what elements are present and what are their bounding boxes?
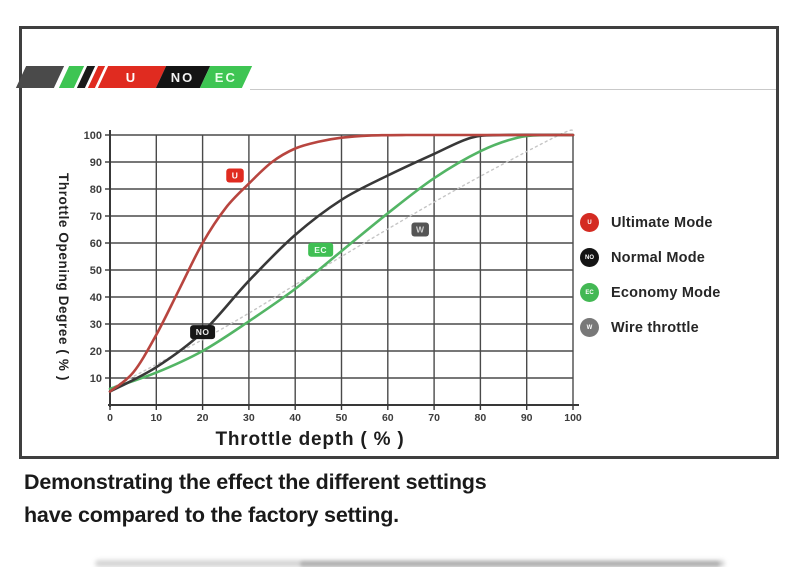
caption: Demonstrating the effect the different s…: [24, 466, 487, 532]
ultimate-mode-dot-icon: U: [580, 213, 599, 232]
dot-letter: W: [586, 324, 593, 331]
wire-throttle-dot-icon: W: [580, 318, 599, 337]
dot-letter: U: [587, 219, 592, 226]
y-axis-title: Throttle Opening Degree ( % ): [56, 173, 71, 381]
legend-item-economy: EC Economy Mode: [580, 275, 721, 310]
badge-u: [226, 168, 244, 183]
x-tick-label: 50: [336, 412, 348, 424]
y-tick-label: 20: [90, 346, 102, 358]
badge-ec: [308, 242, 334, 257]
y-tick-label: 100: [84, 130, 102, 142]
economy-mode-dot-icon: EC: [580, 283, 599, 302]
y-tick-label: 30: [90, 319, 102, 331]
y-tick-label: 70: [90, 211, 102, 223]
y-tick-label: 50: [90, 265, 102, 277]
legend-item-normal: NO Normal Mode: [580, 240, 721, 275]
x-tick-label: 90: [521, 412, 533, 424]
x-tick-label: 80: [475, 412, 487, 424]
badge-no: [190, 325, 216, 340]
x-tick-label: 60: [382, 412, 394, 424]
legend-label: Economy Mode: [611, 284, 721, 301]
curve-economy-mode: [108, 133, 575, 391]
badge-label: EC: [314, 245, 327, 255]
curve-wire-throttle: [109, 129, 574, 390]
x-tick-label: 0: [107, 412, 113, 424]
badge-label: W: [416, 225, 425, 235]
x-tick-label: 30: [243, 412, 255, 424]
legend: U Ultimate Mode NO Normal Mode EC Econom…: [580, 205, 721, 345]
legend-item-ultimate: U Ultimate Mode: [580, 205, 721, 240]
x-tick-label: 10: [150, 412, 162, 424]
y-tick-label: 80: [90, 184, 102, 196]
badge-label: U: [232, 171, 239, 181]
y-tick-label: 10: [90, 373, 102, 385]
dot-letter: EC: [585, 289, 594, 296]
next-image-edge: [95, 560, 725, 567]
legend-item-wire: W Wire throttle: [580, 310, 721, 345]
legend-label: Wire throttle: [611, 319, 699, 336]
badge-label: NO: [196, 327, 210, 337]
x-axis-title: Throttle depth ( % ): [215, 429, 405, 450]
legend-label: Normal Mode: [611, 249, 706, 266]
x-tick-label: 20: [197, 412, 209, 424]
ribbon-underline: [250, 89, 776, 90]
y-tick-label: 60: [90, 238, 102, 250]
dot-letter: NO: [585, 254, 594, 261]
legend-label: Ultimate Mode: [611, 214, 713, 231]
x-tick-label: 40: [289, 412, 301, 424]
curve-ultimate-mode: [108, 133, 575, 393]
normal-mode-dot-icon: NO: [580, 248, 599, 267]
badge-w: [411, 222, 429, 237]
next-image-edge-dark: [300, 561, 720, 567]
caption-line-2: have compared to the factory setting.: [24, 503, 399, 527]
x-tick-label: 70: [428, 412, 440, 424]
x-tick-label: 100: [564, 412, 582, 424]
caption-line-1: Demonstrating the effect the different s…: [24, 470, 487, 494]
y-tick-label: 90: [90, 157, 102, 169]
y-tick-label: 40: [90, 292, 102, 304]
